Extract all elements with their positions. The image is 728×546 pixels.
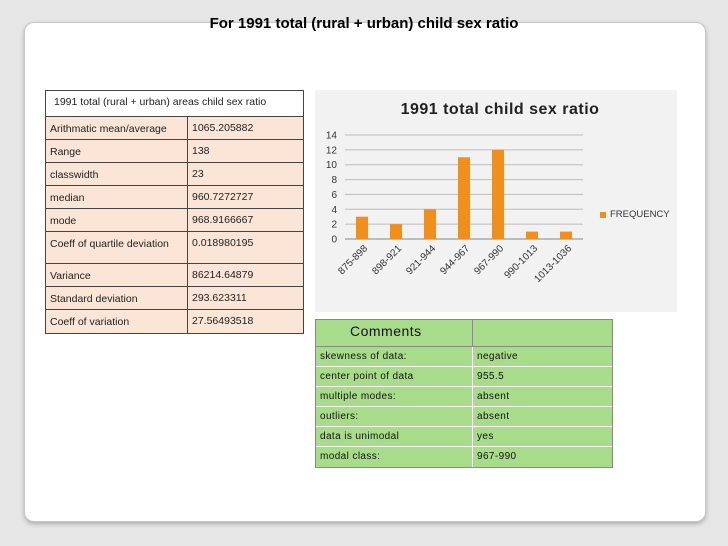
x-tick-label: 944-967: [438, 243, 472, 277]
comment-value: negative: [477, 351, 519, 362]
page-title: For 1991 total (rural + urban) child sex…: [209, 15, 519, 32]
stats-row: Coeff of variation 27.56493518: [46, 310, 303, 333]
stats-row: Standard deviation 293.623311: [46, 287, 303, 310]
chart-legend: FREQUENCY: [600, 209, 670, 220]
stats-value: 138: [192, 145, 210, 157]
x-tick-label: 967-990: [472, 243, 506, 277]
x-tick-label: 898-921: [370, 243, 404, 277]
stats-table-header: 1991 total (rural + urban) areas child s…: [46, 91, 303, 117]
y-tick-label: 8: [331, 175, 337, 186]
comment-value: yes: [477, 431, 494, 442]
comment-row: modal class: 967-990: [316, 447, 612, 467]
stats-value: 293.623311: [192, 292, 247, 304]
legend-swatch: [600, 211, 606, 218]
comment-row: outliers: absent: [316, 407, 612, 427]
comment-label: modal class:: [316, 447, 473, 467]
stats-value: 27.56493518: [192, 315, 254, 327]
stats-label: Arithmatic mean/average: [46, 117, 188, 139]
stats-label: Variance: [46, 264, 188, 286]
y-tick-label: 14: [326, 131, 338, 142]
comment-value: 967-990: [477, 451, 517, 462]
x-tick-label: 921-944: [404, 243, 438, 277]
bar: [458, 157, 470, 239]
bar-chart: 0 2 4 6 8 10 12 14 875-898 898-921 921-944 944-967 9…: [326, 131, 583, 285]
comment-label: skewness of data:: [316, 347, 473, 366]
stats-value: 86214.64879: [192, 269, 254, 281]
comments-table: Comments skewness of data: negative center…: [315, 319, 613, 468]
stats-value: 960.7272727: [192, 191, 254, 203]
stats-row: median 960.7272727: [46, 186, 303, 209]
comment-value: 955.5: [477, 371, 505, 382]
comment-value: absent: [477, 391, 510, 402]
comment-row: multiple modes: absent: [316, 387, 612, 407]
y-tick-label: 4: [331, 205, 337, 216]
y-tick-label: 10: [326, 160, 338, 171]
chart-title: 1991 total child sex ratio: [400, 101, 600, 118]
comment-value: absent: [477, 411, 510, 422]
y-tick-label: 6: [331, 190, 337, 201]
chart-area: 1991 total child sex ratio 0 2 4 6 8 10 12 14 87…: [315, 90, 677, 312]
comments-header: Comments: [316, 320, 473, 346]
stats-row: Range 138: [46, 140, 303, 163]
comment-label: multiple modes:: [316, 387, 473, 406]
y-tick-label: 2: [331, 220, 337, 231]
stats-row: Arithmatic mean/average 1065.205882: [46, 117, 303, 140]
bar: [390, 224, 402, 239]
stats-label: median: [46, 186, 188, 208]
y-tick-label: 12: [326, 145, 338, 156]
comment-row: center point of data 955.5: [316, 367, 612, 387]
stats-table: 1991 total (rural + urban) areas child s…: [45, 90, 304, 334]
bar: [492, 149, 504, 239]
comments-header-blank: [473, 320, 612, 346]
x-tick-label: 875-898: [336, 243, 370, 277]
bar: [356, 216, 368, 239]
comment-label: center point of data: [316, 367, 473, 386]
stats-label: Coeff of quartile deviation: [46, 232, 188, 263]
bar: [424, 209, 436, 239]
stats-value: 0.018980195: [192, 237, 254, 249]
stats-value: 23: [192, 168, 204, 180]
stats-value: 968.9166667: [192, 214, 254, 226]
y-tick-label: 0: [331, 235, 337, 246]
comment-row: data is unimodal yes: [316, 427, 612, 447]
stats-row: Variance 86214.64879: [46, 264, 303, 287]
comment-label: outliers:: [316, 407, 473, 426]
x-tick-label: 1013-1036: [533, 243, 575, 285]
stats-value: 1065.205882: [192, 122, 254, 134]
stats-row: Coeff of quartile deviation 0.018980195: [46, 232, 303, 264]
stats-label: Coeff of variation: [46, 310, 188, 333]
stats-row: mode 968.9166667: [46, 209, 303, 232]
comment-label: data is unimodal: [316, 427, 473, 446]
bar: [526, 231, 538, 239]
stats-row: classwidth 23: [46, 163, 303, 186]
stats-label: Range: [46, 140, 188, 162]
legend-label: FREQUENCY: [610, 209, 670, 220]
comment-row: skewness of data: negative: [316, 347, 612, 367]
stats-label: Standard deviation: [46, 287, 188, 309]
stats-label: classwidth: [46, 163, 188, 185]
bar: [560, 231, 572, 239]
comments-header-row: Comments: [316, 320, 612, 347]
stats-label: mode: [46, 209, 188, 231]
